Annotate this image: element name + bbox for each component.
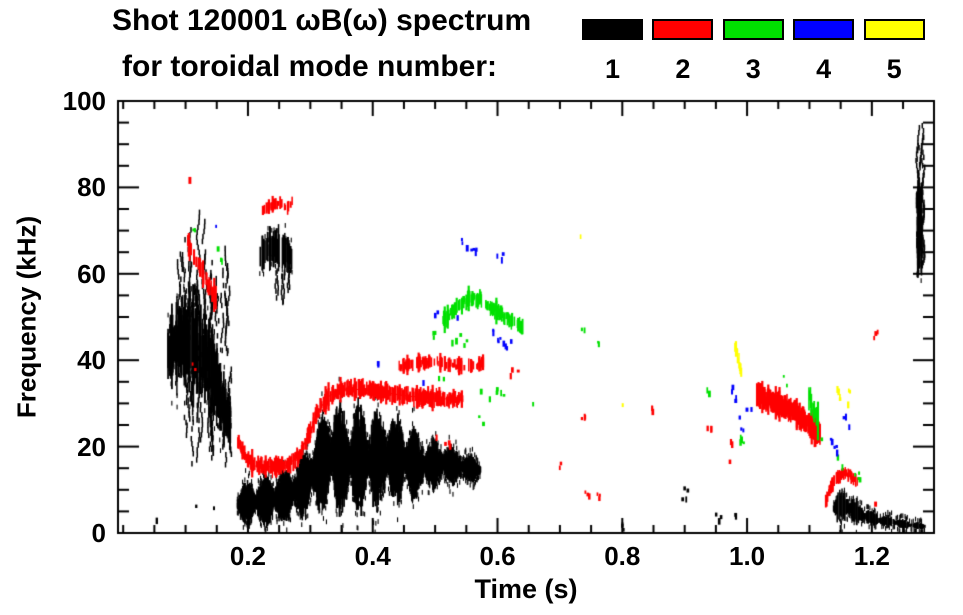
- legend-swatch-mode-1: [582, 19, 643, 40]
- x-tick-label: 0.4: [354, 541, 391, 571]
- chart-subtitle: for toroidal mode number:: [122, 50, 497, 83]
- legend-swatch-mode-5: [863, 19, 925, 40]
- legend-label-mode-5: 5: [886, 54, 902, 84]
- legend-label-mode-2: 2: [675, 54, 691, 84]
- y-tick-label: 80: [77, 172, 106, 203]
- y-tick-label: 20: [77, 431, 106, 462]
- y-tick-label: 100: [62, 86, 106, 116]
- y-axis-label: Frequency (kHz): [11, 215, 42, 419]
- legend-swatch-mode-4: [793, 19, 855, 40]
- x-axis-label: Time (s): [474, 574, 578, 604]
- x-tick-label: 0.2: [229, 541, 267, 571]
- legend-swatch-mode-2: [652, 19, 714, 40]
- x-tick-label: 0.6: [479, 541, 516, 571]
- y-tick-label: 0: [91, 518, 106, 548]
- chart-title: Shot 120001 ωB(ω) spectrum: [112, 4, 532, 37]
- x-tick-label: 0.8: [604, 541, 641, 571]
- legend-label-mode-4: 4: [816, 54, 832, 84]
- y-tick-label: 60: [77, 258, 106, 289]
- legend-swatch-mode-3: [722, 19, 784, 40]
- y-tick-label: 40: [77, 345, 106, 376]
- x-tick-label: 1.0: [729, 541, 766, 571]
- legend-label-mode-1: 1: [604, 54, 621, 84]
- x-tick-label: 1.2: [853, 541, 890, 571]
- legend-label-mode-3: 3: [745, 54, 761, 84]
